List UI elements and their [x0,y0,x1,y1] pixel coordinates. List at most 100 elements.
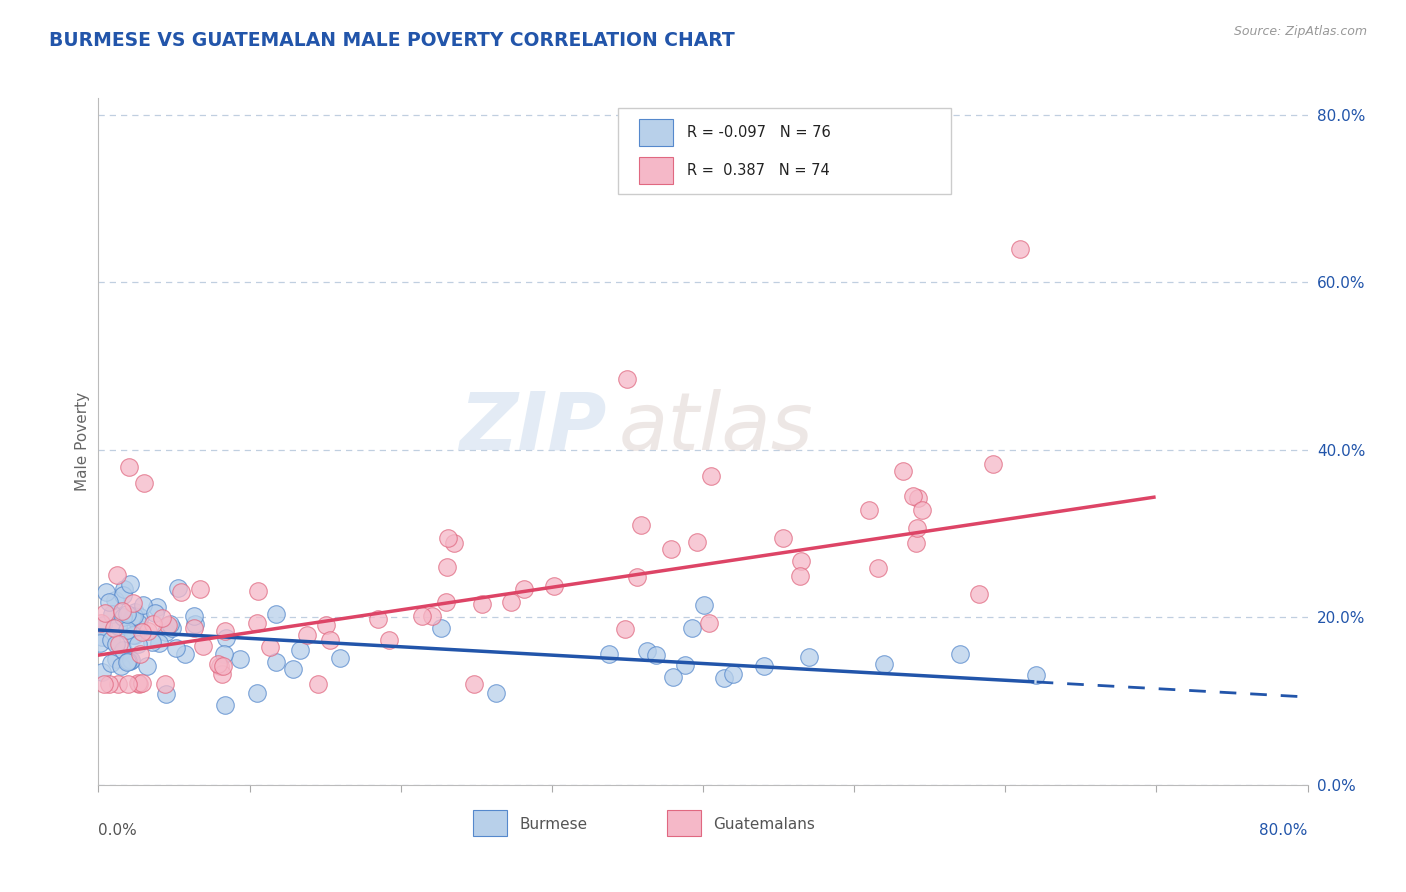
Point [752,659,775,673]
Point [193,639,215,653]
Point [208,659,231,673]
Point [699,615,721,630]
Text: Burmese: Burmese [519,817,588,832]
Point [91,617,114,632]
Point [436,531,458,545]
Point [129,609,152,624]
Point [143,606,166,620]
Point [91,630,114,644]
Point [499,595,522,609]
Text: R = -0.097   N = 76: R = -0.097 N = 76 [688,125,831,140]
Point [160,621,183,635]
Point [247,584,270,599]
Text: ZIP: ZIP [458,389,606,467]
Point [111,604,134,618]
Point [229,652,252,666]
FancyBboxPatch shape [619,109,950,194]
Text: 80.0%: 80.0% [1260,822,1308,838]
Point [91,665,114,679]
Point [463,677,485,691]
Point [128,622,150,636]
Point [153,677,176,691]
Point [207,657,229,671]
Point [97,594,120,608]
Point [858,503,880,517]
FancyBboxPatch shape [474,810,508,837]
Point [115,623,138,637]
Point [797,650,820,665]
Point [118,459,141,474]
Text: BURMESE VS GUATEMALAN MALE POVERTY CORRELATION CHART: BURMESE VS GUATEMALAN MALE POVERTY CORRE… [49,31,735,50]
Point [115,655,138,669]
Point [120,576,142,591]
Point [188,582,211,597]
Point [471,598,494,612]
Point [101,607,124,621]
Point [723,667,745,681]
Point [124,627,146,641]
Point [659,542,682,557]
Point [173,647,195,661]
Point [110,659,132,673]
Point [94,606,117,620]
Point [141,634,163,648]
Point [214,624,236,639]
Point [367,612,389,626]
Point [183,621,205,635]
Point [117,607,139,621]
Point [700,469,723,483]
Point [264,607,287,621]
Point [90,615,112,630]
Point [911,503,934,517]
Point [866,561,889,575]
Point [790,554,813,568]
Point [212,647,235,661]
Point [142,616,165,631]
Point [107,619,129,633]
Point [112,588,135,602]
Point [118,620,141,634]
Point [155,624,177,639]
Point [616,372,638,386]
Point [100,657,122,671]
Point [117,654,139,668]
Point [131,676,153,690]
Point [107,677,129,691]
Point [259,640,281,654]
Point [378,633,401,648]
Point [290,643,312,657]
Point [485,686,508,700]
Point [155,687,177,701]
Point [121,609,143,624]
Point [117,677,139,691]
Point [307,677,329,691]
Point [661,670,683,684]
Point [183,616,205,631]
Point [132,476,155,491]
Point [891,464,914,478]
Point [436,560,458,574]
Point [136,624,159,638]
Point [329,650,352,665]
Point [111,610,134,624]
Point [129,648,152,662]
Point [121,628,143,642]
Point [673,658,696,673]
Text: R =  0.387   N = 74: R = 0.387 N = 74 [688,162,830,178]
Point [124,605,146,619]
Point [128,677,150,691]
Point [630,518,652,533]
Point [693,598,716,612]
Point [89,636,111,650]
Point [183,609,205,624]
Point [245,615,267,630]
FancyBboxPatch shape [666,810,700,837]
Point [122,609,145,624]
Point [127,637,149,651]
Text: Source: ZipAtlas.com: Source: ZipAtlas.com [1233,25,1367,38]
Point [169,584,191,599]
Point [315,618,337,632]
Point [772,532,794,546]
Point [901,489,924,503]
Point [644,648,666,662]
